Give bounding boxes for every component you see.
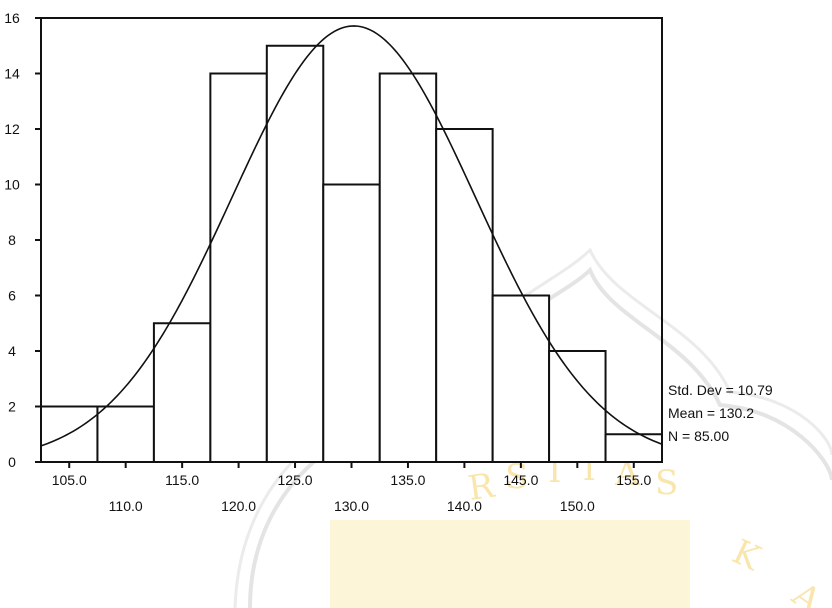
x-tick-label-lower: 120.0 (221, 498, 256, 514)
x-tick-label-lower: 140.0 (447, 498, 482, 514)
stats-label: Std. Dev = 10.79 (668, 382, 773, 398)
histogram-bar-3 (152, 322, 212, 463)
svg-text:A: A (784, 574, 828, 608)
histogram-bar-7 (378, 72, 438, 463)
svg-text:K: K (726, 532, 766, 579)
x-tick-label-lower: 110.0 (109, 498, 143, 514)
x-tick-label-upper: 105.0 (52, 472, 87, 488)
y-tick-label: 12 (4, 121, 20, 137)
svg-text:S: S (655, 463, 678, 503)
stats-label: Mean = 130.2 (668, 405, 754, 421)
x-tick-label-upper: 135.0 (390, 472, 425, 488)
x-tick-label-lower: 130.0 (334, 498, 369, 514)
histogram-bar-9 (491, 294, 551, 463)
y-tick-label: 16 (4, 10, 20, 26)
y-tick-label: 6 (8, 288, 16, 304)
y-tick-label: 2 (8, 399, 16, 415)
y-tick-label: 4 (8, 343, 16, 359)
normal-curve (40, 25, 663, 447)
histogram-bar-11 (604, 433, 664, 463)
x-tick-label-upper: 125.0 (278, 472, 313, 488)
histogram-bar-6 (322, 183, 381, 463)
x-tick-label-upper: 155.0 (616, 472, 651, 488)
svg-text:S: S (505, 457, 528, 497)
histogram-bar-5 (265, 44, 325, 463)
x-tick-label-upper: 145.0 (503, 472, 538, 488)
histogram-bar-4 (209, 72, 268, 463)
y-tick-label: 14 (4, 66, 20, 82)
histogram-bar-2 (96, 405, 155, 463)
y-tick-label: 8 (8, 232, 16, 248)
y-tick-label: 10 (4, 177, 20, 193)
x-tick-label-lower: 150.0 (560, 498, 595, 514)
stats-label: N = 85.00 (668, 428, 729, 444)
x-tick-label-upper: 115.0 (165, 472, 199, 488)
histogram-bar-10 (548, 350, 607, 463)
y-tick-label: 0 (8, 454, 16, 470)
histogram-bar-8 (435, 128, 494, 463)
